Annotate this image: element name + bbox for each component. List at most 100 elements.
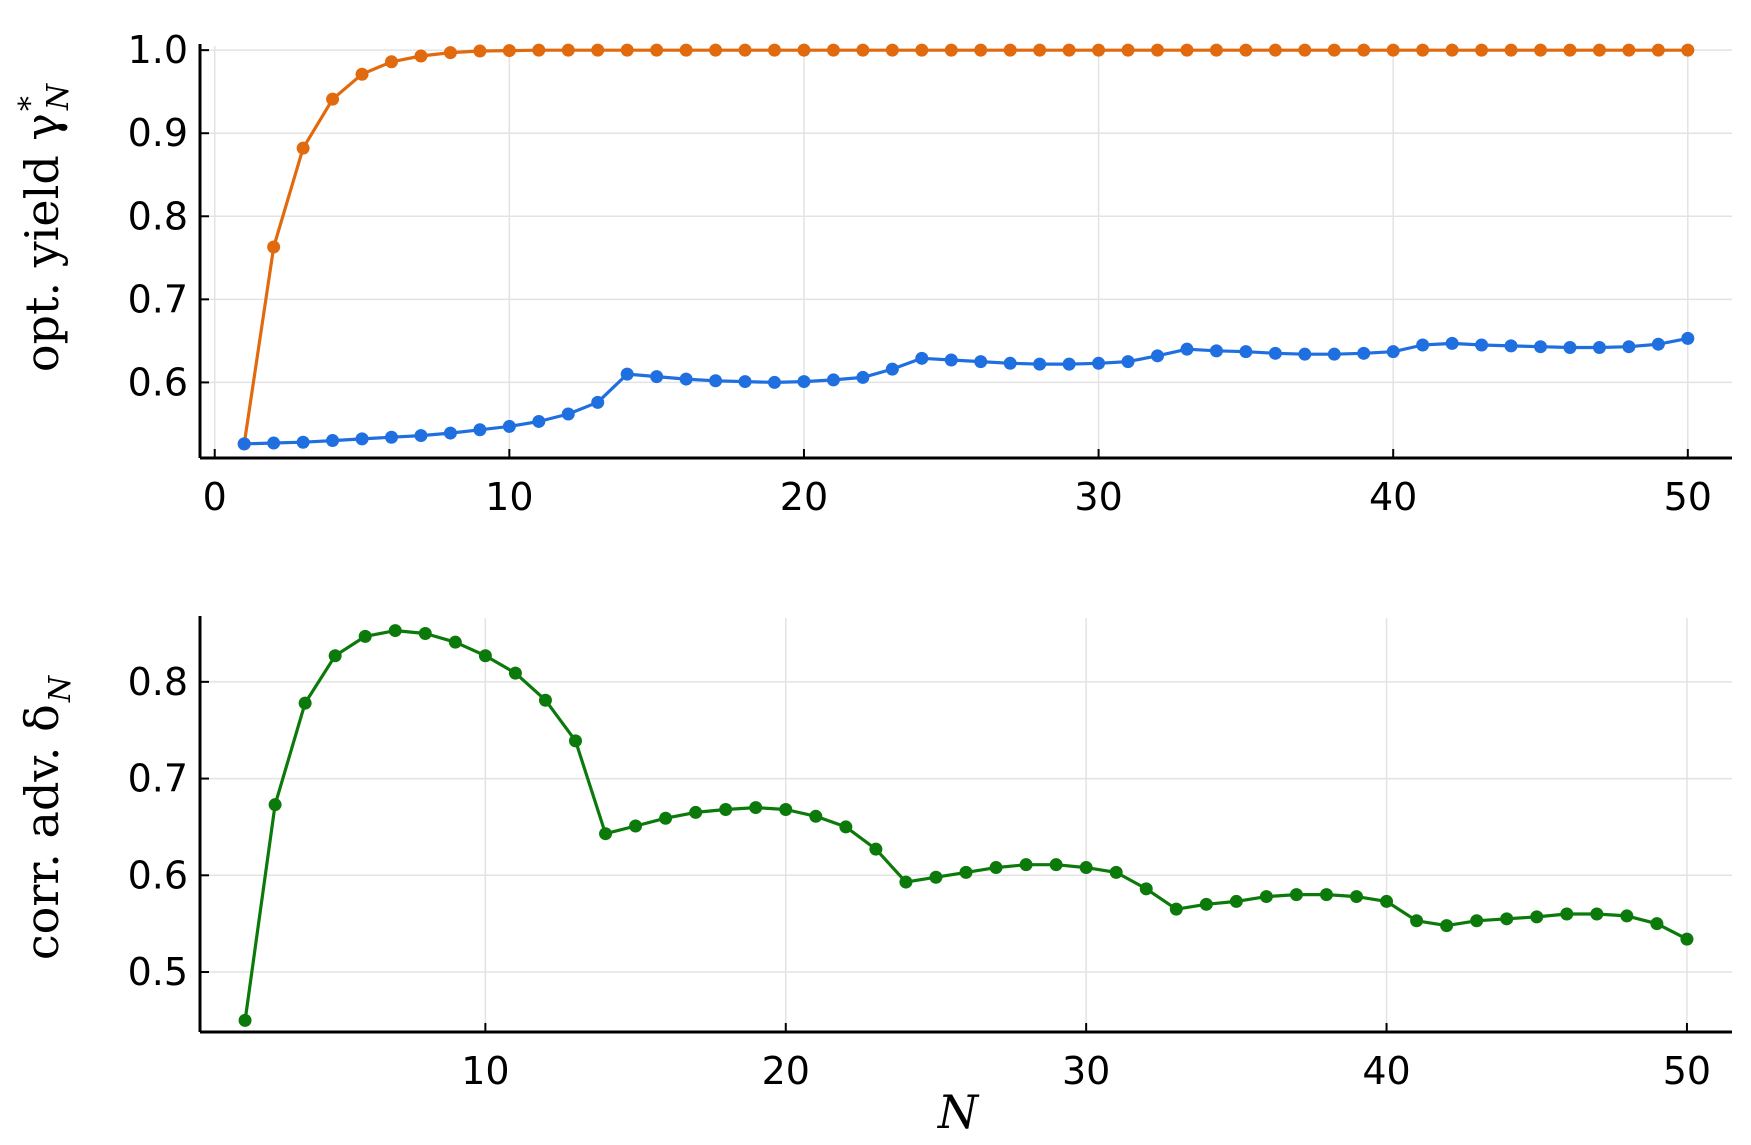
advantage-series-0-point xyxy=(1470,914,1484,928)
advantage-series xyxy=(238,624,1694,1027)
yield-series-1-point xyxy=(797,375,811,389)
yield-series xyxy=(237,43,1695,451)
yield-series-0-point xyxy=(1357,43,1371,57)
yield-series-1-point xyxy=(1298,347,1312,361)
advantage-series-0-point xyxy=(839,820,853,834)
yield-series-0-point xyxy=(1592,43,1606,57)
advantage-series-0-point xyxy=(1560,907,1574,921)
yield-series-0-point xyxy=(1092,43,1106,57)
advantage-series-0-point xyxy=(1440,919,1454,933)
advantage-series-0-point xyxy=(689,805,703,819)
yield-series-0-point xyxy=(1003,43,1017,57)
advantage-series-0-point xyxy=(508,666,522,680)
yield-series-1-point xyxy=(355,432,369,446)
yield-series-1-point xyxy=(856,370,870,384)
yield-series-0-point xyxy=(885,43,899,57)
yield-series-0-point xyxy=(826,43,840,57)
yield-series-0-point xyxy=(561,43,575,57)
yield-series-0-point xyxy=(738,43,752,57)
yield-series-1-point xyxy=(1445,336,1459,350)
yield-axes xyxy=(198,44,1732,460)
yield-series-0-point xyxy=(1121,43,1135,57)
yield-series-1-point xyxy=(296,435,310,449)
yield-series-1-point xyxy=(1563,341,1577,355)
advantage-x-tick-label: 20 xyxy=(762,1049,810,1093)
yield-x-tick-label: 40 xyxy=(1369,475,1417,519)
advantage-series-0-point xyxy=(1319,888,1333,902)
yield-series-0-point xyxy=(1062,43,1076,57)
advantage-series-0-point xyxy=(1169,902,1183,916)
advantage-series-0-point xyxy=(478,649,492,663)
advantage-series-0-point xyxy=(1109,865,1123,879)
advantage-series-0-point xyxy=(1650,917,1664,931)
advantage-axes xyxy=(198,616,1732,1034)
advantage-series-0-point xyxy=(659,811,673,825)
advantage-ticks: 10 20 30 40 50 0.5 0.6 0.7 0.8 xyxy=(128,660,1712,1093)
yield-series-1-point xyxy=(1239,345,1253,359)
advantage-series-0-point xyxy=(388,624,402,638)
advantage-ylabel-text: corr. adv. δ xyxy=(15,704,69,960)
yield-series-1-point xyxy=(885,362,899,376)
yield-series-1-point xyxy=(1209,344,1223,358)
yield-series-1-point xyxy=(1121,355,1135,369)
advantage-x-tick-label: 50 xyxy=(1663,1049,1711,1093)
yield-series-1-point xyxy=(1416,338,1430,352)
advantage-x-tick-label: 30 xyxy=(1062,1049,1110,1093)
yield-y-tick-label: 0.8 xyxy=(128,194,188,238)
yield-series-1-point xyxy=(679,372,693,386)
advantage-series-0-point xyxy=(538,693,552,707)
yield-series-1-point xyxy=(709,374,723,388)
yield-series-1-point xyxy=(443,426,457,440)
yield-series-0-point xyxy=(1268,43,1282,57)
advantage-x-tick-label: 40 xyxy=(1362,1049,1410,1093)
yield-series-1-point xyxy=(237,437,251,451)
yield-series-0-point xyxy=(974,43,988,57)
yield-series-0-point xyxy=(768,43,781,57)
advantage-series-0-point xyxy=(1410,914,1424,928)
yield-series-1-line xyxy=(244,336,1689,446)
advantage-series-0-point xyxy=(929,870,943,884)
yield-series-0-point xyxy=(591,43,605,57)
yield-series-1-point xyxy=(1180,342,1194,356)
advantage-series-0-point xyxy=(1380,894,1394,908)
yield-series-1-point xyxy=(502,419,516,433)
advantage-series-0-point xyxy=(1590,907,1604,921)
yield-series-1-point xyxy=(738,375,752,389)
advantage-series-0-point xyxy=(358,629,372,643)
advantage-series-0-point xyxy=(1680,932,1694,946)
yield-x-tick-label: 10 xyxy=(485,475,533,519)
advantage-series-0-point xyxy=(268,798,282,812)
yield-series-1-point xyxy=(1681,331,1695,345)
yield-series-0-point xyxy=(1534,43,1547,57)
yield-series-1-point xyxy=(1504,339,1518,353)
advantage-series-0-point xyxy=(238,1013,252,1027)
advantage-grid xyxy=(200,618,1732,1032)
advantage-series-0-point xyxy=(629,819,643,833)
yield-series-1-point xyxy=(561,407,575,421)
advantage-series-0-point xyxy=(1199,897,1213,911)
yield-x-tick-label: 0 xyxy=(203,475,227,519)
yield-series-1-point xyxy=(768,375,781,389)
yield-series-0-point xyxy=(1475,43,1489,57)
advantage-series-0-point xyxy=(869,842,883,856)
yield-series-0-point xyxy=(355,67,369,81)
yield-ylabel-text: opt. yield γ xyxy=(15,113,69,372)
yield-y-tick-label: 0.9 xyxy=(128,111,188,155)
yield-x-tick-label: 30 xyxy=(1074,475,1122,519)
advantage-series-0-line xyxy=(243,628,1688,1021)
advantage-series-0-point xyxy=(989,861,1003,875)
yield-series-0-point xyxy=(1239,43,1253,57)
yield-series-1-point xyxy=(1651,337,1665,351)
yield-series-0-point xyxy=(1504,43,1518,57)
yield-series-0-point xyxy=(414,49,428,63)
advantage-ylabel-sub: N xyxy=(43,674,78,703)
advantage-x-tick-label: 10 xyxy=(461,1049,509,1093)
yield-series-1-point xyxy=(1475,338,1489,352)
yield-series-0-point xyxy=(1386,43,1400,57)
yield-x-tick-label: 50 xyxy=(1664,475,1712,519)
yield-series-0-point xyxy=(944,43,958,57)
yield-series-0-point xyxy=(679,43,693,57)
yield-series-1-point xyxy=(1003,356,1017,370)
yield-series-1-point xyxy=(267,436,281,450)
yield-series-1-point xyxy=(915,351,929,365)
